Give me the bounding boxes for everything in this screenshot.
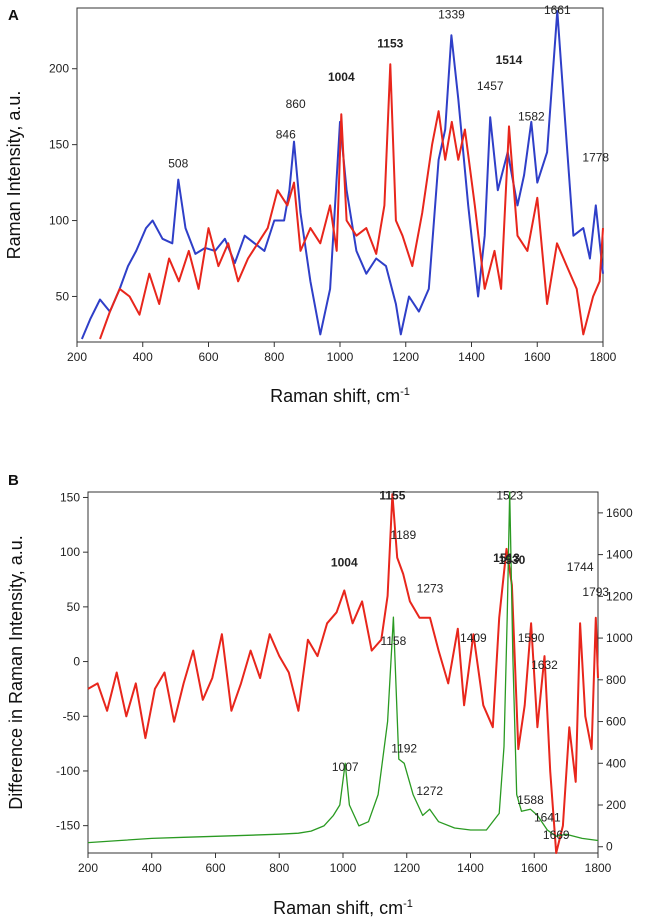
peak-label: 1192: [391, 741, 417, 755]
y2-tick-label: 0: [606, 840, 613, 854]
y2-tick-label: 1600: [606, 506, 633, 520]
x-tick-label: 1600: [521, 861, 548, 875]
peak-label: 1661: [544, 3, 571, 17]
y-tick-label: 50: [56, 289, 70, 303]
peak-label: 1189: [390, 528, 416, 542]
y-axis-label: Difference in Raman Intensity, a.u.: [6, 535, 26, 809]
peak-label: 1590: [518, 631, 545, 645]
series-line-red: [99, 63, 604, 340]
y2-tick-label: 1000: [606, 631, 633, 645]
peak-label: 1004: [328, 70, 355, 84]
x-tick-label: 1800: [590, 350, 617, 364]
x-axis-label: Raman shift, cm-1: [273, 898, 413, 918]
x-tick-label: 200: [67, 350, 87, 364]
y-tick-label: 0: [73, 655, 80, 669]
y2-tick-label: 600: [606, 715, 626, 729]
panel-label: A: [8, 7, 19, 24]
x-axis-label: Raman shift, cm-1: [270, 386, 410, 406]
y-tick-label: -50: [63, 709, 81, 723]
x-tick-label: 1000: [330, 861, 357, 875]
peak-label: 1588: [517, 793, 544, 807]
peak-label: 1409: [460, 631, 487, 645]
peak-label: 1273: [417, 582, 444, 596]
x-tick-label: 1400: [457, 861, 484, 875]
y-tick-label: -150: [56, 819, 80, 833]
series-line-green: [87, 491, 599, 844]
series-line-blue: [80, 10, 604, 340]
peak-label: 1153: [377, 36, 403, 50]
peak-label: 1457: [477, 79, 504, 93]
x-tick-label: 200: [78, 861, 98, 875]
x-tick-label: 1800: [585, 861, 612, 875]
peak-label: 1778: [582, 150, 609, 164]
y2-tick-label: 1200: [606, 589, 633, 603]
series-line-red: [87, 493, 599, 854]
x-tick-label: 1000: [327, 350, 354, 364]
x-tick-label: 1400: [458, 350, 485, 364]
peak-label: 1744: [567, 560, 594, 574]
y-tick-label: 150: [60, 490, 80, 504]
peak-label: 1793: [582, 585, 609, 599]
y2-tick-label: 200: [606, 798, 626, 812]
y2-tick-label: 400: [606, 756, 626, 770]
peak-label: 1155: [379, 489, 405, 503]
x-tick-label: 400: [142, 861, 162, 875]
y2-tick-label: 800: [606, 673, 626, 687]
y-tick-label: 200: [49, 62, 69, 76]
peak-label: 1523: [496, 489, 523, 503]
chart-panel-a: A 200 400 600 800 1000 1200 1400 1600 1800 50 100 15…: [4, 3, 617, 406]
x-tick-label: 1200: [393, 861, 420, 875]
y-tick-label: -100: [56, 764, 80, 778]
peak-label: 1158: [380, 634, 406, 648]
y2-tick-label: 1400: [606, 548, 633, 562]
peak-label: 1004: [331, 555, 358, 569]
x-tick-label: 600: [205, 861, 225, 875]
x-tick-label: 800: [264, 350, 284, 364]
peak-label: 846: [276, 128, 296, 142]
panel-label: B: [8, 472, 19, 489]
x-tick-label: 1600: [524, 350, 551, 364]
y-axis-label: Raman Intensity, a.u.: [4, 91, 24, 260]
x-tick-label: 400: [133, 350, 153, 364]
peak-label: 1582: [518, 109, 545, 123]
x-tick-label: 600: [198, 350, 218, 364]
x-tick-label: 1200: [392, 350, 419, 364]
peak-label: 1513: [493, 551, 520, 565]
y-tick-label: 50: [67, 600, 81, 614]
peak-label: 1641: [534, 810, 561, 824]
peak-label: 508: [168, 156, 188, 170]
x-tick-label: 800: [269, 861, 289, 875]
peak-label: 1669: [543, 828, 570, 842]
y-tick-label: 150: [49, 138, 69, 152]
y-tick-label: 100: [49, 214, 69, 228]
peak-label: 1530: [499, 553, 526, 567]
peak-label: 1632: [531, 658, 558, 672]
peak-label: 1007: [332, 760, 359, 774]
peak-label: 1272: [416, 784, 443, 798]
peak-label: 860: [286, 97, 306, 111]
peak-label: 1514: [496, 53, 523, 67]
peak-label: 1339: [438, 8, 465, 22]
y-tick-label: 100: [60, 545, 80, 559]
